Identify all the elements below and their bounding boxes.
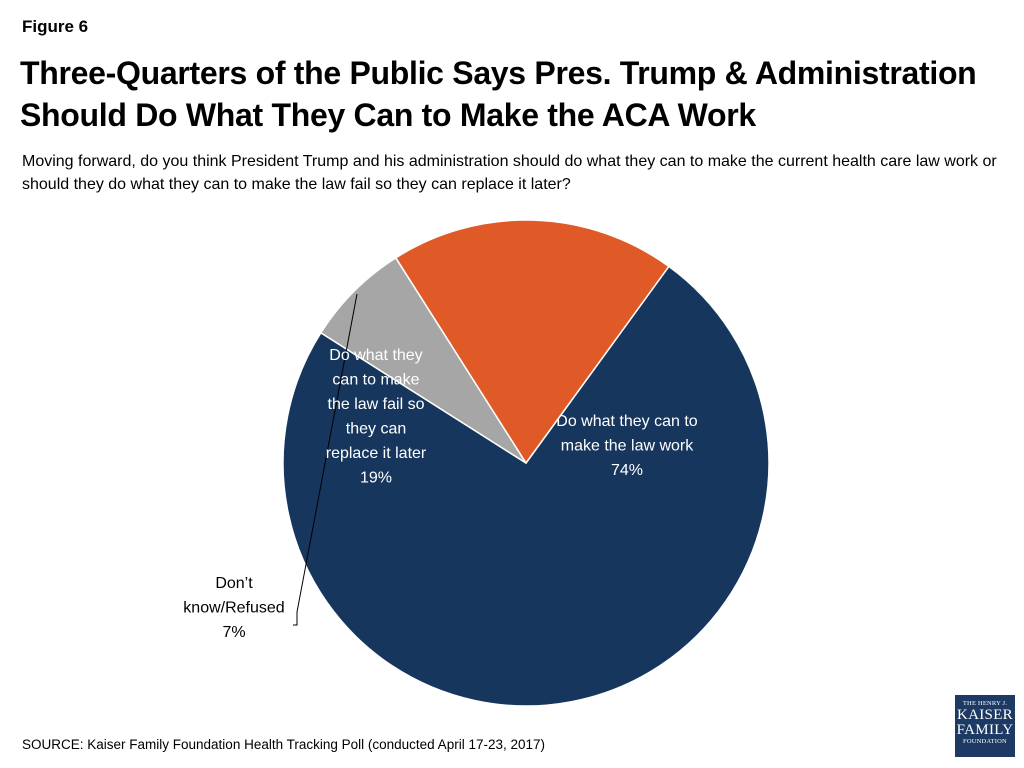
pie-slice-3 xyxy=(394,219,670,465)
slice-label-2-line-1: Don’t xyxy=(215,575,253,592)
logo-line-2: KAISER xyxy=(957,707,1013,723)
slice-label-3-line-5: replace it later xyxy=(326,445,427,462)
slice-label-1-line-2: make the law work xyxy=(561,438,694,455)
slice-label-3-line-4: they can xyxy=(346,421,406,438)
slice-label-3-line-2: can to make xyxy=(332,372,419,389)
source-note: SOURCE: Kaiser Family Foundation Health … xyxy=(22,737,545,752)
kff-logo: THE HENRY J. KAISER FAMILY FOUNDATION xyxy=(955,695,1015,757)
slice-value-label-2: 7% xyxy=(222,624,245,641)
logo-line-3: FAMILY xyxy=(956,722,1014,738)
slice-label-3-line-3: the law fail so xyxy=(328,396,425,413)
pie-slice-2 xyxy=(319,256,527,464)
figure-label: Figure 6 xyxy=(22,17,89,36)
leader-line-2 xyxy=(293,293,358,626)
pie-slice-1 xyxy=(282,265,770,707)
slice-value-label-1: 74% xyxy=(611,462,643,479)
slice-label-1-line-1: Do what they can to xyxy=(556,413,698,430)
slice-label-3-line-1: Do what they xyxy=(329,347,422,364)
survey-question: Moving forward, do you think President T… xyxy=(22,153,997,193)
logo-line-1: THE HENRY J. xyxy=(962,700,1008,707)
slice-label-2-line-2: know/Refused xyxy=(183,600,284,617)
logo-line-4: FOUNDATION xyxy=(963,738,1007,745)
slice-value-label-3: 19% xyxy=(360,470,392,487)
chart-title: Three-Quarters of the Public Says Pres. … xyxy=(20,55,977,133)
